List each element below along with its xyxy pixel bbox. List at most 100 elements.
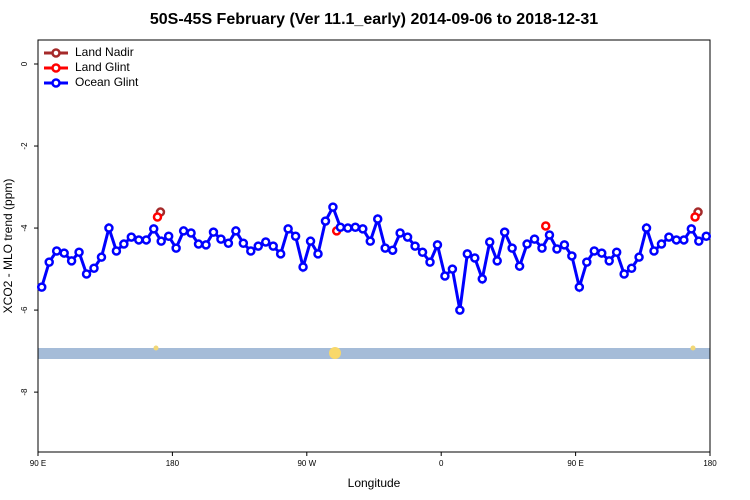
data-point [507,243,517,253]
data-point [634,252,644,262]
land-band [38,348,710,359]
data-point [246,246,256,256]
y-tick-label: -6 [20,306,29,314]
data-point [701,231,712,242]
data-point [582,257,592,267]
data-point [126,232,137,242]
y-tick-label: -8 [20,388,29,396]
data-point [328,202,338,212]
legend-marker [51,63,61,73]
data-point [141,235,152,245]
x-tick-label: 0 [439,459,444,468]
data-point [567,251,577,261]
data-point [514,261,525,271]
data-point [372,214,383,224]
data-point [238,238,249,248]
data-point [470,253,480,263]
data-point [290,231,301,242]
x-tick-label: 90 E [567,459,583,468]
data-point [656,239,667,249]
data-point [387,245,398,255]
data-point [260,237,271,247]
data-point [432,240,443,250]
data-point [462,249,473,259]
data-point [484,237,495,247]
data-point [522,239,532,249]
chart-title: 50S-45S February (Ver 11.1_early) 2014-0… [150,11,598,28]
data-point [171,243,181,253]
data-point [365,236,376,246]
data-point [544,230,555,240]
data-point [679,235,689,245]
band-dot [690,345,696,351]
data-point [425,257,435,267]
data-point [529,234,540,244]
legend-label: Ocean Glint [75,75,139,89]
data-point [66,256,77,266]
data-point [619,269,629,279]
data-point [313,249,323,259]
band-dot [153,345,159,351]
legend-marker [51,48,61,58]
data-point [641,223,652,233]
data-point [477,274,488,284]
data-point [358,224,368,234]
data-point [649,246,659,256]
data-point [540,221,551,231]
data-point [589,246,600,256]
data-point [59,248,69,258]
data-point [74,247,84,258]
data-point [193,239,204,249]
data-point [410,241,420,251]
data-point [380,243,390,253]
y-axis-label: XCO2 - MLO trend (ppm) [1,179,15,314]
data-point [275,249,286,259]
data-point [96,252,107,262]
data-point [574,282,585,292]
y-tick-label: -4 [20,224,29,232]
data-point [208,227,219,237]
band-dot [329,347,341,359]
data-point [320,216,331,226]
data-point [604,256,614,266]
legend-label: Land Glint [75,60,130,74]
data-point [395,228,405,238]
data-point [499,227,510,237]
x-tick-label: 180 [166,459,180,468]
data-point [690,212,700,222]
data-point [148,224,159,234]
data-point [81,269,92,279]
data-point [596,248,607,258]
data-point [216,234,226,244]
data-point [152,212,163,222]
legend-label: Land Nadir [75,45,134,59]
x-tick-label: 90 E [30,459,46,468]
data-point [447,264,458,274]
data-point [36,282,47,292]
data-point [186,228,196,238]
data-point [671,235,682,245]
data-point [163,231,174,242]
data-point [44,257,54,267]
x-tick-label: 180 [703,459,717,468]
data-point [298,262,308,272]
data-point [492,256,502,266]
data-point [350,222,361,232]
data-point [664,232,674,242]
data-point [223,238,234,248]
data-point [335,222,346,232]
data-point [51,246,62,256]
y-tick-label: 0 [20,61,29,66]
plot-frame [37,39,711,453]
data-point [178,226,189,236]
data-point [611,247,622,258]
x-tick-label: 90 W [297,459,316,468]
data-point [440,271,450,281]
data-point [134,235,144,245]
data-point [119,239,129,249]
data-point [201,240,211,250]
data-point [111,246,122,256]
data-point [156,236,166,246]
data-point [89,263,99,274]
